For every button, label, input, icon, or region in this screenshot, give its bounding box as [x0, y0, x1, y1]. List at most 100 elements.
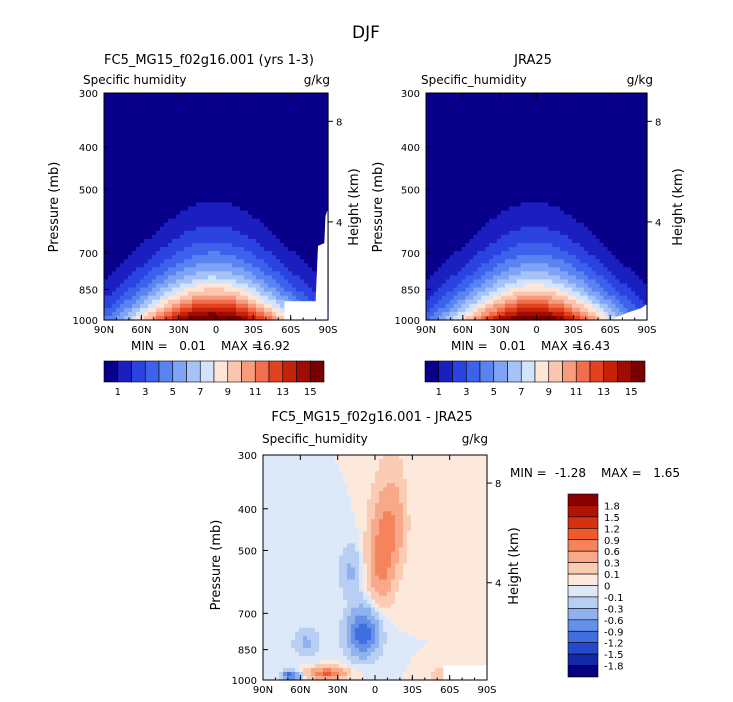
contour-cell [532, 165, 538, 171]
contour-cell [300, 165, 305, 171]
contour-cell [304, 222, 309, 228]
contour-cell [524, 145, 530, 151]
contour-cell [112, 214, 117, 220]
contour-cell [148, 226, 153, 232]
contour-cell [248, 141, 253, 147]
contour-cell [623, 101, 628, 106]
contour-cell [252, 121, 257, 127]
contour-cell [308, 121, 313, 127]
contour-cell [639, 161, 644, 167]
contour-cell [236, 218, 241, 224]
contour-cell [528, 186, 534, 191]
contour-cell [144, 157, 149, 163]
contour-cell [284, 238, 289, 244]
contour-cell [132, 242, 137, 248]
contour-cell [156, 198, 161, 204]
contour-cell [208, 259, 213, 264]
contour-cell [276, 141, 281, 147]
contour-cell [104, 242, 109, 248]
contour-cell [544, 117, 549, 122]
contour-cell [292, 267, 297, 272]
contour-cell [437, 153, 443, 159]
contour-cell [232, 133, 237, 139]
contour-cell [104, 315, 109, 321]
contour-cell [603, 190, 609, 195]
contour-cell [164, 170, 169, 175]
contour-cell [429, 109, 435, 114]
contour-cell [497, 105, 502, 110]
contour-cell [308, 165, 313, 171]
contour-cell [268, 178, 273, 183]
contour-cell [144, 279, 149, 285]
contour-cell [168, 295, 173, 301]
contour-cell [272, 182, 277, 187]
contour-cell [599, 161, 605, 167]
contour-cell [244, 190, 249, 195]
contour-cell [240, 271, 245, 277]
contour-cell [528, 113, 534, 118]
contour-cell [156, 170, 161, 175]
contour-cell [224, 259, 229, 264]
contour-cell [248, 133, 253, 139]
contour-cell [296, 255, 301, 260]
contour-cell [208, 137, 213, 143]
contour-cell [216, 101, 221, 106]
contour-cell [493, 113, 498, 118]
contour-cell [248, 279, 253, 285]
contour-cell [627, 141, 632, 147]
contour-cell [208, 263, 213, 268]
contour-cell [264, 311, 269, 317]
contour-cell [429, 198, 435, 204]
contour-cell [152, 149, 157, 155]
contour-cell [220, 165, 225, 171]
contour-cell [280, 178, 285, 183]
contour-cell [104, 226, 109, 232]
contour-cell [583, 178, 589, 183]
contour-cell [228, 283, 233, 289]
contour-cell [148, 109, 153, 114]
contour-cell [232, 186, 237, 191]
contour-cell [312, 267, 317, 272]
contour-cell [453, 133, 459, 139]
contour-cell [224, 109, 229, 114]
contour-cell [172, 251, 177, 256]
contour-cell [477, 214, 482, 220]
contour-cell [200, 210, 205, 216]
contour-cell [108, 242, 113, 248]
contour-cell [152, 141, 157, 147]
contour-cell [120, 307, 125, 313]
contour-cell [504, 121, 510, 127]
contour-cell [216, 125, 221, 131]
contour-cell [316, 194, 321, 199]
contour-cell [220, 190, 225, 195]
contour-cell [268, 174, 273, 179]
contour-cell [556, 198, 561, 204]
contour-cell [136, 230, 141, 236]
contour-cell [208, 109, 213, 114]
contour-cell [312, 101, 317, 106]
contour-cell [168, 105, 173, 110]
contour-cell [615, 109, 620, 114]
contour-cell [180, 101, 185, 106]
contour-cell [204, 186, 209, 191]
contour-cell [304, 93, 309, 98]
contour-cell [276, 93, 281, 98]
contour-cell [437, 194, 443, 199]
contour-cell [244, 157, 249, 163]
contour-cell [248, 247, 253, 252]
contour-cell [120, 113, 125, 118]
contour-cell [500, 157, 506, 163]
contour-cell [441, 198, 447, 204]
contour-cell [591, 105, 597, 110]
contour-cell [308, 291, 313, 297]
contour-cell [184, 153, 189, 159]
contour-cell [453, 101, 459, 106]
contour-cell [595, 165, 601, 171]
contour-cell [300, 170, 305, 175]
contour-cell [116, 117, 121, 122]
contour-cell [587, 93, 593, 98]
contour-cell [631, 113, 636, 118]
contour-cell [240, 161, 245, 167]
contour-cell [116, 194, 121, 199]
contour-cell [228, 238, 233, 244]
